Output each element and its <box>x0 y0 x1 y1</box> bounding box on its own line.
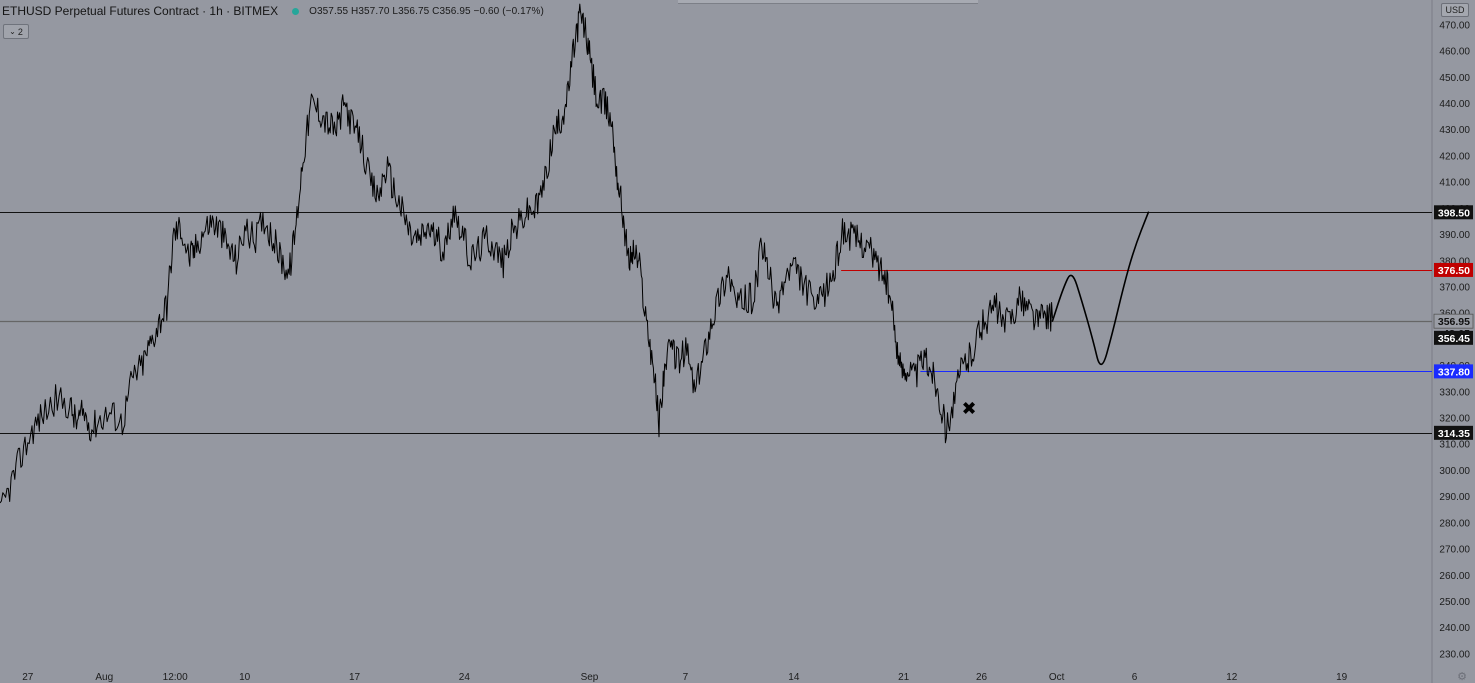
x-tick-label: 24 <box>459 672 471 683</box>
level-price-label: 356.95 <box>1438 316 1470 328</box>
level-price-label-box <box>1434 425 1473 440</box>
x-tick-label: 14 <box>788 672 800 683</box>
price-label-box <box>1434 330 1473 345</box>
y-tick-label: 230.00 <box>1439 649 1470 660</box>
y-tick-label: 370.00 <box>1439 282 1470 293</box>
y-tick-label: 450.00 <box>1439 73 1470 84</box>
x-marker-icon[interactable]: ✖ <box>961 399 976 420</box>
y-tick-label: 270.00 <box>1439 545 1470 556</box>
y-tick-label: 420.00 <box>1439 151 1470 162</box>
price-series[interactable] <box>0 3 1053 504</box>
level-price-label: 337.80 <box>1438 366 1470 378</box>
x-tick-label: 6 <box>1132 672 1138 683</box>
chart-header: ETHUSD Perpetual Futures Contract · 1h ·… <box>2 3 544 19</box>
drawing-toolbar-edge <box>678 0 978 4</box>
level-price-label-box <box>1434 205 1473 220</box>
level-price-label: 376.50 <box>1438 265 1470 277</box>
y-tick-label: 260.00 <box>1439 571 1470 582</box>
x-tick-label: Oct <box>1049 672 1065 683</box>
ohlc-readout: O357.55 H357.70 L356.75 C356.95 −0.60 (−… <box>309 5 544 17</box>
y-tick-label: 240.00 <box>1439 623 1470 634</box>
y-tick-label: 440.00 <box>1439 99 1470 110</box>
level-price-label-box <box>1433 313 1474 329</box>
market-status-dot <box>292 7 300 15</box>
x-tick-label: 27 <box>22 672 34 683</box>
x-tick-label: 21 <box>898 672 910 683</box>
x-tick-label: 26 <box>976 672 988 683</box>
y-tick-label: 390.00 <box>1439 230 1470 241</box>
y-tick-label: 290.00 <box>1439 492 1470 503</box>
level-price-label: 314.35 <box>1438 428 1470 440</box>
y-tick-label: 430.00 <box>1439 125 1470 136</box>
y-tick-label: 280.00 <box>1439 518 1470 529</box>
x-tick-label: 12 <box>1226 672 1238 683</box>
y-tick-label: 250.00 <box>1439 597 1470 608</box>
x-tick-label: 17 <box>349 672 361 683</box>
y-tick-label: 300.00 <box>1439 466 1470 477</box>
symbol-title[interactable]: ETHUSD Perpetual Futures Contract · 1h ·… <box>2 4 279 18</box>
level-price-label-box <box>1434 262 1473 277</box>
y-tick-label: 410.00 <box>1439 178 1470 189</box>
level-price-label-box <box>1434 364 1473 379</box>
y-tick-label: 320.00 <box>1439 414 1470 425</box>
gear-icon[interactable]: ⚙ <box>1457 670 1467 683</box>
x-tick-label: Sep <box>581 672 599 683</box>
x-tick-label: 12:00 <box>163 672 188 683</box>
x-tick-label: 19 <box>1336 672 1348 683</box>
y-tick-label: 330.00 <box>1439 387 1470 398</box>
chevron-down-icon: ⌄ <box>9 27 16 36</box>
level-price-label: 398.50 <box>1438 207 1470 219</box>
y-tick-label: 460.00 <box>1439 47 1470 58</box>
bid-price-label: 356.45 <box>1438 333 1470 345</box>
x-tick-label: 7 <box>683 672 689 683</box>
indicator-count: 2 <box>17 26 23 37</box>
y-tick-label: 380.00 <box>1439 256 1470 267</box>
y-tick-label: 470.00 <box>1439 20 1470 31</box>
x-tick-label: Aug <box>95 672 113 683</box>
currency-button[interactable]: USD <box>1441 3 1469 17</box>
projection-drawing[interactable] <box>1051 211 1150 366</box>
x-tick-label: 10 <box>239 672 251 683</box>
y-tick-label: 310.00 <box>1439 440 1470 451</box>
indicators-collapse-button[interactable]: ⌄ 2 <box>3 24 29 39</box>
